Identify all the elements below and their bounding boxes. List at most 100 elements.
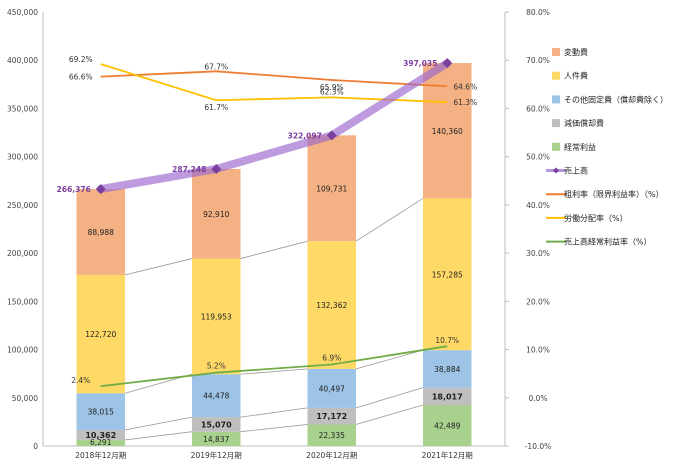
ratio-data-label: 2.4% xyxy=(71,376,90,385)
sales-data-label: 266,376 xyxy=(57,185,91,194)
bar-data-label: 6,291 xyxy=(90,438,112,447)
bar-data-label: 40,497 xyxy=(319,384,345,393)
left-tick-label: 100,000 xyxy=(7,346,38,355)
bar-segment xyxy=(76,274,126,394)
left-tick-label: 450,000 xyxy=(7,8,38,17)
bar-data-label: 140,360 xyxy=(432,127,463,136)
bar-segment xyxy=(307,241,357,369)
category-label: 2021年12月期 xyxy=(422,450,473,460)
legend-swatch xyxy=(552,71,560,80)
right-tick-label: -10.0% xyxy=(525,442,552,451)
legend-swatch xyxy=(552,95,560,104)
left-tick-label: 300,000 xyxy=(7,153,38,162)
bar-segment xyxy=(76,393,126,430)
ratio-data-label: 6.9% xyxy=(322,354,341,363)
bar-data-label: 22,335 xyxy=(319,431,345,440)
legend-entry: 労働分配率（%） xyxy=(564,213,628,223)
ratio-data-label: 61.3% xyxy=(453,98,477,107)
ratio-data-label: 62.3% xyxy=(320,87,344,96)
left-tick-label: 400,000 xyxy=(7,56,38,65)
ratio-data-label: 61.7% xyxy=(204,103,228,112)
series-connector xyxy=(240,424,308,433)
ratio-data-label: 65.9% xyxy=(320,83,344,92)
bar-data-label: 15,070 xyxy=(201,420,232,429)
series-connector xyxy=(355,349,424,370)
ratio-line xyxy=(100,70,448,88)
bar-segment xyxy=(191,168,241,259)
legend-entry: 人件費 xyxy=(564,71,588,81)
series-connector xyxy=(124,431,193,441)
bar-segment xyxy=(191,417,241,432)
ratio-data-label: 67.7% xyxy=(204,62,228,71)
bar-segment xyxy=(307,368,357,408)
bar-segment xyxy=(307,407,357,425)
bar-data-label: 38,015 xyxy=(88,408,114,417)
sales-data-label: 397,035 xyxy=(403,59,437,68)
bar-data-label: 10,362 xyxy=(85,431,116,440)
legend-swatch xyxy=(552,48,560,56)
sales-data-label: 322,097 xyxy=(288,131,322,140)
series-connector xyxy=(240,407,308,418)
bar-data-label: 122,720 xyxy=(85,330,116,339)
right-tick-label: 60.0% xyxy=(526,104,550,113)
bar-data-label: 109,731 xyxy=(316,184,347,193)
bar-data-label: 42,489 xyxy=(434,422,460,431)
bar-data-label: 132,362 xyxy=(316,301,347,310)
bar-data-label: 38,884 xyxy=(434,365,460,374)
bar-segment xyxy=(307,424,357,446)
legend-entry: 減価償却費 xyxy=(564,118,604,128)
bar-data-label: 119,953 xyxy=(201,312,232,321)
legend-entry: 経常利益 xyxy=(564,142,596,152)
sales-marker xyxy=(95,184,106,195)
left-tick-label: 350,000 xyxy=(7,104,38,113)
legend-entry: 売上高 xyxy=(564,166,588,176)
series-connector xyxy=(355,387,424,409)
left-tick-label: 50,000 xyxy=(12,394,38,403)
bar-data-label: 88,988 xyxy=(88,228,114,237)
left-tick-label: 200,000 xyxy=(7,249,38,258)
bar-data-label: 157,285 xyxy=(432,270,463,279)
bar-segment xyxy=(191,258,241,375)
bar-segment xyxy=(191,431,241,446)
series-connector xyxy=(355,198,424,242)
right-tick-label: 50.0% xyxy=(526,153,550,162)
series-connector xyxy=(240,368,308,375)
legend-swatch xyxy=(552,142,560,151)
bar-segment xyxy=(422,405,472,446)
bar-data-label: 92,910 xyxy=(203,210,229,219)
right-tick-label: 20.0% xyxy=(526,297,550,306)
legend-entry: 売上高経常利益率（%） xyxy=(564,237,652,247)
category-label: 2020年12月期 xyxy=(306,450,357,460)
ratio-data-label: 64.6% xyxy=(453,82,477,91)
bar-segment xyxy=(191,374,241,418)
category-label: 2019年12月期 xyxy=(191,450,242,460)
sales-marker xyxy=(211,163,222,174)
right-tick-label: 40.0% xyxy=(526,201,550,210)
right-tick-label: 30.0% xyxy=(526,249,550,258)
ratio-data-label: 10.7% xyxy=(435,336,459,345)
series-connector xyxy=(124,416,193,431)
legend-entry: その他固定費（償却費除く） xyxy=(564,94,668,104)
bar-data-label: 44,478 xyxy=(203,392,229,401)
bar-segment xyxy=(307,135,357,242)
right-tick-label: 10.0% xyxy=(526,346,550,355)
bar-data-label: 17,172 xyxy=(316,412,347,421)
sales-data-label: 287,248 xyxy=(172,165,206,174)
bar-data-label: 18,017 xyxy=(432,392,463,401)
bar-segment xyxy=(76,439,126,446)
left-tick-label: 0 xyxy=(33,442,38,451)
legend-entry: 粗利率（限界利益率）（%） xyxy=(564,189,664,199)
left-tick-label: 250,000 xyxy=(7,201,38,210)
ratio-data-label: 5.2% xyxy=(207,362,226,371)
right-tick-label: 0.0% xyxy=(528,394,547,403)
bar-data-label: 14,837 xyxy=(203,435,229,444)
series-connector xyxy=(355,404,424,425)
right-tick-label: 70.0% xyxy=(526,56,550,65)
left-tick-label: 150,000 xyxy=(7,297,38,306)
ratio-data-label: 69.2% xyxy=(69,55,93,64)
legend-entry: 変動費 xyxy=(564,47,588,57)
ratio-line xyxy=(100,345,448,388)
bar-segment xyxy=(422,350,472,388)
bar-segment xyxy=(422,198,472,351)
ratio-data-label: 66.6% xyxy=(69,73,93,82)
